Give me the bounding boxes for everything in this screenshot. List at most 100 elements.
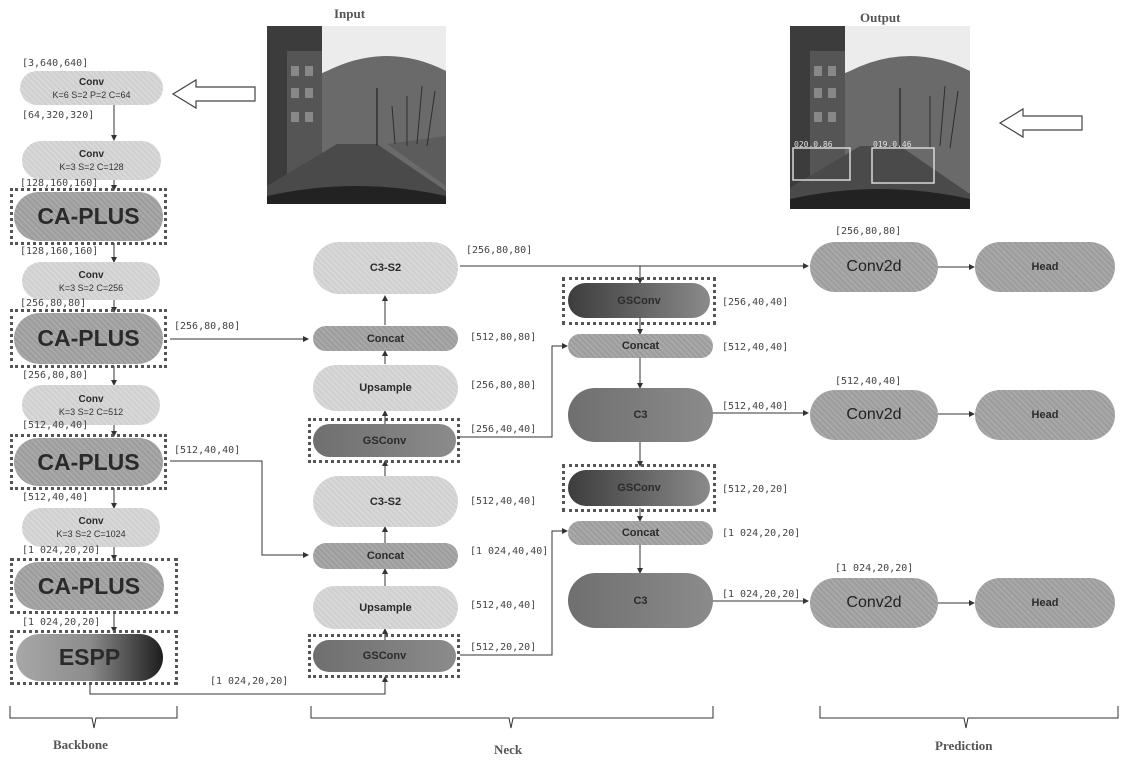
node-title: Head: [1031, 261, 1059, 273]
detection-label-1: 020.0.86: [794, 140, 833, 149]
gsconv-node-pan-2: GSConv: [568, 470, 710, 506]
dim-label: [256,40,40]: [470, 424, 537, 435]
dim-label: [1 024,20,20]: [835, 563, 914, 574]
conv-node-5: Conv K=3 S=2 C=1024: [22, 508, 160, 547]
c3-node-pan-1: C3: [568, 388, 713, 442]
node-title: CA-PLUS: [37, 325, 140, 351]
dim-label: [512,40,40]: [22, 420, 89, 431]
node-title: GSConv: [617, 294, 661, 307]
node-title: Concat: [621, 340, 660, 352]
node-title: C3-S2: [369, 495, 402, 508]
node-title: Head: [1031, 597, 1059, 609]
ca-plus-node-2: CA-PLUS: [14, 313, 163, 364]
gsconv-node-pan-1: GSConv: [568, 283, 710, 318]
concat-node-pan-1: Concat: [568, 334, 713, 358]
dim-label: [512,20,20]: [722, 484, 789, 495]
ca-plus-node-4: CA-PLUS: [14, 562, 164, 610]
input-title: Input: [334, 6, 366, 21]
ca-plus-node-1: CA-PLUS: [14, 192, 163, 241]
output-image: 020.0.86 019.0.46: [790, 26, 970, 209]
ca-plus-highlight: [10, 309, 167, 368]
node-title: C3: [633, 594, 648, 607]
node-title: Conv: [79, 76, 104, 88]
node-title: GSConv: [362, 434, 407, 447]
dim-label: [1 024,40,40]: [470, 546, 549, 557]
conv-node-3: Conv K=3 S=2 C=256: [22, 262, 160, 300]
input-image: [267, 26, 446, 204]
c3-node-pan-2: C3: [568, 573, 713, 628]
dim-label: [1 024,20,20]: [722, 528, 801, 539]
dim-label: [512,20,20]: [470, 642, 537, 653]
dim-label: [256,80,80]: [835, 226, 902, 237]
node-title: ESPP: [58, 644, 121, 670]
section-prediction: Prediction: [935, 738, 993, 753]
espp-node: ESPP: [16, 634, 163, 681]
conv-node-1: Conv K=6 S=2 P=2 C=64: [20, 71, 163, 105]
dim-label: [128,160,160]: [20, 178, 99, 189]
node-title: C3-S2: [369, 262, 402, 274]
dim-label: [3,640,640]: [22, 58, 89, 69]
concat-node-pan-2: Concat: [568, 521, 713, 545]
dim-label: [512,40,40]: [470, 496, 537, 507]
dim-label: [256,80,80]: [470, 380, 537, 391]
conv2d-node-1: Conv2d: [810, 242, 938, 292]
dim-label: [512,40,40]: [22, 492, 89, 503]
upsample-node-top: Upsample: [313, 365, 458, 411]
gsconv-highlight: [562, 277, 716, 325]
node-title: Conv: [78, 393, 104, 405]
conv-node-4: Conv K=3 S=2 C=512: [22, 385, 160, 425]
concat-node-mid: Concat: [313, 543, 458, 569]
dim-label: [512,40,40]: [470, 600, 537, 611]
dim-label: [512,40,40]: [722, 342, 789, 353]
dim-label: [512,40,40]: [722, 401, 789, 412]
detection-label-2: 019.0.46: [873, 140, 912, 149]
dim-label: [1 024,20,20]: [22, 545, 101, 556]
dim-label: [512,80,80]: [470, 332, 537, 343]
output-title: Output: [860, 10, 901, 25]
espp-highlight: [10, 630, 178, 685]
node-title: Conv: [78, 269, 104, 281]
ca-plus-highlight: [10, 434, 167, 490]
node-title: Concat: [621, 527, 660, 539]
node-params: K=3 S=2 C=128: [59, 162, 124, 172]
node-params: K=3 S=2 C=1024: [56, 529, 126, 539]
node-title: CA-PLUS: [37, 203, 140, 229]
conv2d-node-3: Conv2d: [810, 578, 938, 628]
dim-label: [128,160,160]: [20, 246, 99, 257]
node-title: Concat: [366, 332, 405, 345]
dim-label: [256,80,80]: [22, 370, 89, 381]
node-title: Conv2d: [846, 258, 902, 275]
section-backbone: Backbone: [53, 737, 108, 752]
node-title: Conv: [78, 516, 104, 527]
ca-plus-node-3: CA-PLUS: [14, 438, 163, 486]
upsample-node-bottom: Upsample: [313, 586, 458, 629]
dim-label: [256,80,80]: [466, 245, 533, 256]
node-title: GSConv: [617, 482, 661, 494]
dim-label: [512,40,40]: [835, 376, 902, 387]
node-params: K=6 S=2 P=2 C=64: [52, 89, 131, 100]
node-title: Upsample: [359, 601, 412, 614]
head-node-2: Head: [975, 390, 1115, 440]
dim-label: [64,320,320]: [22, 110, 95, 121]
dim-label: [256,80,80]: [174, 321, 241, 332]
dim-label: [1 024,20,20]: [722, 589, 801, 600]
c3-s2-node-top: C3-S2: [313, 242, 458, 294]
node-title: Concat: [366, 550, 405, 562]
dim-label: [512,40,40]: [174, 445, 241, 456]
head-node-1: Head: [975, 242, 1115, 292]
node-title: CA-PLUS: [37, 572, 141, 599]
conv2d-node-2: Conv2d: [810, 390, 938, 440]
node-title: GSConv: [362, 650, 407, 662]
dim-label: [256,40,40]: [722, 297, 789, 308]
section-neck: Neck: [494, 742, 523, 757]
node-title: Conv: [79, 149, 104, 160]
node-title: Conv2d: [846, 594, 902, 611]
gsconv-node-top: GSConv: [313, 424, 456, 457]
node-params: K=3 S=2 C=512: [58, 406, 124, 417]
gsconv-highlight: [308, 634, 460, 678]
node-title: C3: [633, 409, 648, 421]
node-title: Head: [1031, 409, 1059, 421]
gsconv-highlight: [562, 464, 716, 512]
ca-plus-highlight: [10, 188, 167, 245]
c3-s2-node-mid: C3-S2: [313, 476, 458, 527]
